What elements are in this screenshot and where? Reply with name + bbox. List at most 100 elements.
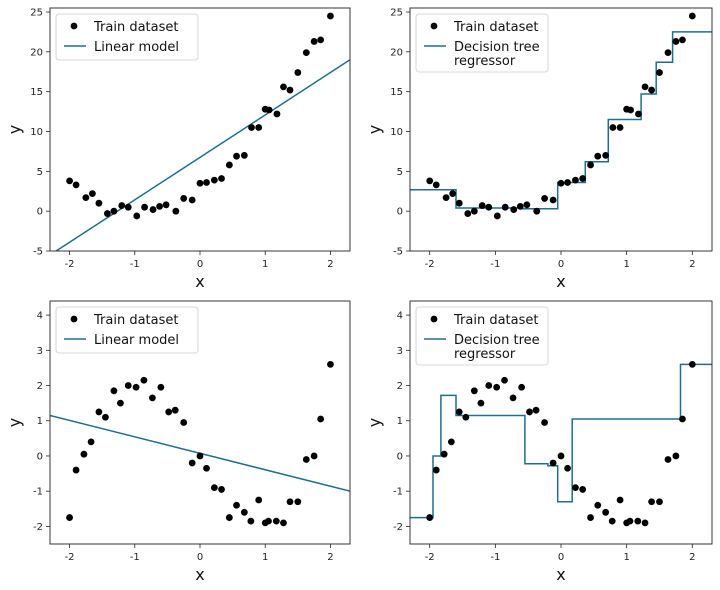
data-point: [579, 175, 587, 182]
legend-box: [55, 306, 199, 354]
data-point: [310, 452, 318, 460]
y-tick-label: 0: [397, 207, 403, 218]
data-point: [462, 413, 470, 421]
data-point: [72, 181, 80, 189]
data-point: [273, 110, 281, 118]
data-point: [265, 517, 272, 525]
y-tick-label: 3: [397, 346, 403, 357]
y-tick-label: 25: [390, 7, 403, 18]
data-point: [240, 508, 248, 516]
data-point: [280, 83, 287, 91]
decision-tree-line: [410, 31, 712, 210]
x-tick-label: 0: [197, 552, 203, 563]
data-point: [608, 517, 616, 525]
y-tick-label: 10: [390, 127, 403, 138]
data-point: [679, 415, 686, 423]
legend-label-model: Decision tree: [454, 40, 540, 55]
data-point: [196, 179, 204, 187]
data-point: [455, 199, 463, 207]
x-tick-label: -2: [65, 552, 75, 563]
data-point: [688, 360, 696, 368]
y-tick-label: 3: [37, 346, 43, 357]
x-tick-label: 1: [262, 552, 268, 563]
data-point: [110, 387, 118, 395]
x-tick-label: 2: [327, 552, 333, 563]
legend-dot-marker: [430, 315, 438, 323]
data-point: [280, 519, 287, 527]
y-tick-label: 0: [37, 451, 43, 462]
data-point: [442, 194, 450, 202]
data-point: [572, 484, 579, 492]
data-point: [210, 176, 218, 184]
data-point: [602, 508, 610, 516]
data-point: [526, 408, 533, 416]
data-point: [148, 394, 156, 402]
data-point: [265, 106, 273, 114]
data-point: [532, 406, 540, 414]
data-point: [432, 466, 440, 474]
data-point: [225, 514, 233, 521]
y-tick-label: 2: [37, 381, 43, 392]
data-point: [240, 151, 248, 159]
y-tick-label: 4: [397, 311, 403, 322]
x-tick-label: -2: [65, 259, 75, 270]
data-point: [327, 360, 334, 368]
data-point: [470, 207, 478, 215]
data-point: [95, 199, 103, 207]
data-point: [485, 203, 493, 211]
x-tick-label: -1: [490, 552, 500, 563]
legend-dot-marker: [70, 22, 78, 30]
x-axis-label: x: [556, 565, 565, 584]
data-point: [286, 86, 294, 94]
panel-bottom-left: -2 -1 0 1 2 -2 -1 0 1 2 3 4 x y Train dataset Linear mo…: [5, 300, 351, 584]
data-point: [672, 38, 680, 45]
y-tick-label: -5: [393, 247, 403, 258]
data-point: [171, 406, 179, 414]
data-point: [82, 194, 90, 202]
data-point: [247, 517, 255, 525]
x-tick-label: 1: [623, 259, 629, 270]
data-point: [656, 69, 663, 76]
x-tick-label: 0: [558, 552, 564, 563]
data-point: [664, 456, 672, 463]
data-point: [165, 408, 173, 416]
data-point: [188, 196, 196, 204]
data-point: [156, 202, 163, 210]
y-tick-label: 1: [397, 416, 403, 427]
data-point: [616, 124, 624, 131]
data-point: [110, 207, 118, 215]
data-point: [564, 464, 571, 472]
legend-dot-marker: [70, 315, 78, 323]
y-tick-label: 4: [37, 311, 43, 322]
data-point: [294, 69, 302, 76]
plot-area: [410, 12, 712, 220]
legend-box: [415, 306, 549, 366]
data-point: [557, 179, 565, 187]
x-tick-label: 0: [197, 259, 203, 270]
data-point: [572, 176, 579, 184]
data-point: [594, 152, 602, 160]
plot-area: [54, 12, 350, 251]
legend-box: [415, 13, 549, 73]
data-point: [162, 201, 170, 209]
data-point: [203, 464, 210, 472]
x-axis-label: x: [195, 272, 204, 291]
data-point: [679, 36, 686, 44]
data-point: [493, 212, 501, 220]
data-point: [510, 206, 518, 213]
y-tick-label: -1: [33, 487, 43, 498]
data-point: [80, 450, 88, 458]
data-point: [493, 383, 501, 391]
data-point: [225, 161, 233, 169]
x-tick-label: 2: [327, 259, 333, 270]
x-tick-label: -1: [130, 552, 140, 563]
data-point: [118, 202, 126, 209]
data-point: [449, 190, 457, 198]
data-point: [634, 517, 642, 525]
data-point: [149, 206, 157, 213]
data-point: [688, 12, 696, 20]
y-tick-label: -1: [393, 487, 403, 498]
linear-model-line: [54, 59, 350, 251]
x-tick-label: 2: [689, 552, 695, 563]
